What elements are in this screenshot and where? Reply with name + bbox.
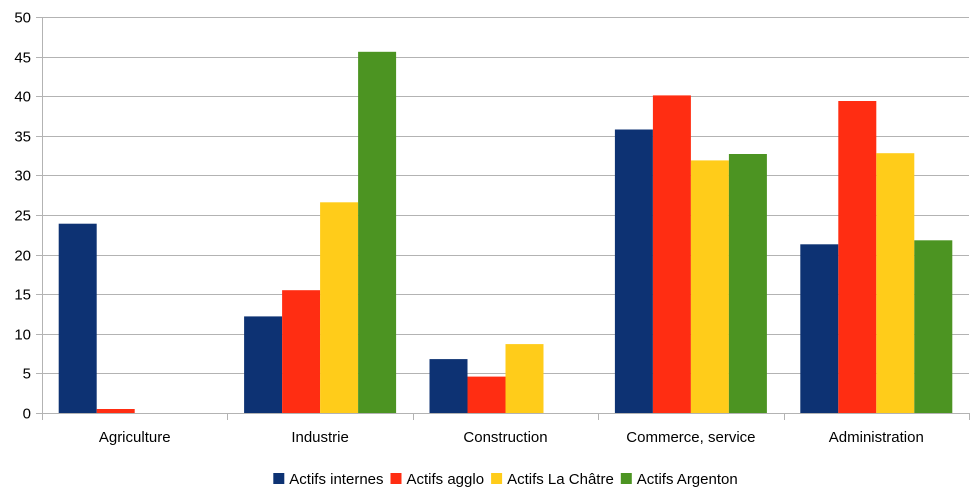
bar-actifs-internes-2 — [429, 359, 468, 413]
legend-item: Actifs La Châtre — [491, 471, 614, 488]
bar-actifs-agglo-2 — [467, 376, 506, 413]
x-tick-label: Commerce, service — [626, 429, 755, 446]
legend-item: Actifs Argenton — [620, 471, 738, 488]
x-tick-label: Administration — [829, 429, 924, 446]
bar-actifs-agglo-4 — [838, 101, 877, 413]
bar-actifs-argenton-4 — [914, 240, 953, 413]
y-tick-label: 45 — [14, 50, 31, 67]
x-axis-ticks: Agriculture Industrie Construction Commerce… — [42, 413, 970, 446]
y-tick-label: 25 — [14, 208, 31, 225]
bar-actifs-internes-0 — [58, 223, 97, 413]
axes — [42, 17, 969, 414]
x-tick-label: Agriculture — [99, 429, 171, 446]
y-tick-label: 0 — [23, 406, 31, 423]
bars — [58, 51, 953, 414]
bar-actifs-internes-4 — [800, 244, 839, 413]
bar-actifs-agglo-3 — [652, 95, 691, 414]
legend: Actifs internes Actifs agglo Actifs La Châ… — [273, 471, 738, 488]
legend-item: Actifs internes — [273, 471, 384, 488]
legend-swatch — [390, 473, 402, 484]
bar-actifs-la-ch-tre-1 — [320, 202, 359, 413]
legend-label: Actifs agglo — [407, 471, 485, 488]
y-tick-label: 40 — [14, 89, 31, 106]
legend-label: Actifs La Châtre — [507, 471, 614, 488]
bar-actifs-internes-1 — [244, 316, 283, 413]
y-tick-label: 5 — [23, 366, 31, 383]
legend-swatch — [273, 473, 285, 484]
y-tick-label: 15 — [14, 287, 31, 304]
bar-actifs-la-ch-tre-2 — [505, 344, 544, 413]
bar-actifs-agglo-1 — [282, 290, 321, 413]
bar-actifs-la-ch-tre-3 — [690, 160, 729, 413]
bar-actifs-agglo-0 — [96, 409, 135, 413]
bar-actifs-argenton-3 — [728, 154, 767, 413]
bar-actifs-internes-3 — [614, 129, 653, 413]
legend-label: Actifs internes — [289, 471, 383, 488]
legend-item: Actifs agglo — [390, 471, 485, 488]
legend-swatch — [491, 473, 503, 484]
bar-actifs-la-ch-tre-4 — [876, 153, 915, 413]
gridlines — [42, 17, 969, 374]
y-tick-label: 30 — [14, 168, 31, 185]
y-tick-label: 50 — [14, 10, 31, 27]
y-tick-label: 20 — [14, 248, 31, 265]
y-axis-ticks: 0 5 10 15 20 25 30 35 40 45 50 — [14, 10, 42, 423]
x-tick-label: Construction — [463, 429, 547, 446]
y-tick-label: 10 — [14, 327, 31, 344]
legend-swatch — [620, 473, 632, 484]
bar-actifs-argenton-1 — [358, 51, 397, 414]
x-tick-label: Industrie — [291, 429, 349, 446]
legend-label: Actifs Argenton — [637, 471, 738, 488]
y-tick-label: 35 — [14, 129, 31, 146]
